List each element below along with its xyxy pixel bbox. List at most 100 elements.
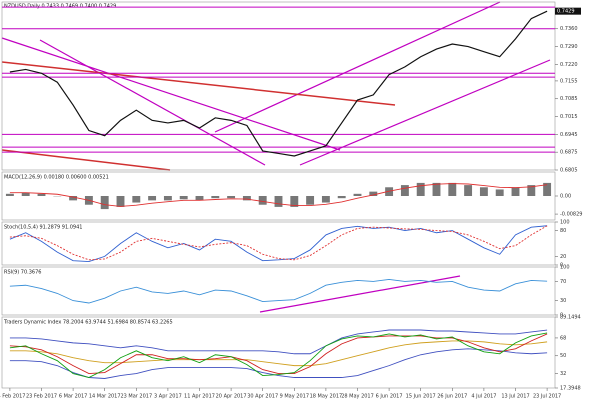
y-tick-label: 0.7360 [560,26,578,32]
series-line [9,332,548,378]
histogram-bar [5,193,14,196]
trend-line [214,1,501,133]
trend-line [1,149,171,171]
x-tick-label: 15 Jun 2017 [406,394,436,400]
y-tick-label: 20 [560,254,566,260]
histogram-bar [37,193,46,196]
x-tick-label: 4 Jul 2017 [471,394,496,400]
series-line [9,279,548,304]
series-line [9,183,548,207]
y-tick-label: 0.7085 [560,96,578,102]
series-line [9,329,548,355]
y-tick-label: 50 [560,353,566,359]
histogram-bar [116,196,125,207]
panel-title: MACD(12,26,9) 0.00180 0.00600 0.00521 [4,175,109,181]
histogram-bar [179,196,188,200]
y-tick-label: -0.00829 [560,212,582,218]
histogram-bar [274,196,283,207]
last-price-label: 0.7429 [557,9,575,15]
x-tick-label: 23 Feb 2017 [26,394,57,400]
series-line [9,225,548,261]
trend-line [259,275,461,313]
x-tick-label: 26 Jun 2017 [437,394,467,400]
x-tick-label: 3 Apr 2017 [154,394,182,400]
series-line [9,10,548,157]
chart-title: NZDUSD,Daily 0.7433 0.7469 0.7400 0.7429 [4,4,116,10]
x-tick-label: 14 Feb 2017 [0,394,25,400]
last-price-box [555,7,581,15]
histogram-bar [369,191,378,196]
y-tick-label: 0.6945 [560,132,578,138]
histogram-bar [416,182,425,196]
histogram-bar [543,182,552,196]
histogram-bar [353,193,362,196]
panel-title: Traders Dynamic Index 78.2004 63.9744 51… [3,320,173,326]
series-line [9,225,548,263]
histogram-bar [464,185,473,196]
histogram-bar [321,196,330,203]
panel-title: RSI(9) 70.3676 [4,270,41,276]
y-tick-label: 0 [560,313,563,319]
y-tick-label: 0 [560,263,563,269]
panel-title: Stoch(10,5,4) 91.2879 91.0941 [4,225,82,231]
panel-frame [1,1,556,171]
histogram-bar [148,196,157,201]
x-tick-label: 18 May 2017 [310,394,343,400]
y-tick-label: 32 [560,371,566,377]
histogram-bar [400,185,409,196]
y-tick-label: 0.7220 [560,62,578,68]
histogram-bar [163,196,172,201]
y-tick-label: 68 [560,335,566,341]
y-tick-label: 89.1494 [560,315,581,321]
y-tick-label: 0.7015 [560,114,578,120]
histogram-bar [306,196,315,205]
histogram-bar [195,196,204,201]
series-line [9,348,548,379]
y-tick-label: 0.6875 [560,150,578,156]
y-tick-label: 17.3948 [560,386,581,392]
histogram-bar [511,187,520,196]
x-tick-label: 6 Mar 2017 [59,394,88,400]
x-tick-label: 9 May 2017 [280,394,309,400]
x-tick-label: 23 Mar 2017 [120,394,152,400]
histogram-bar [21,192,30,196]
y-tick-label: 30 [560,298,566,304]
histogram-bar [290,196,299,207]
trend-line [1,37,341,151]
y-tick-label: 100 [560,220,570,226]
histogram-bar [527,185,536,196]
trend-line [1,61,396,106]
histogram-bar [100,196,109,210]
y-tick-label: 0.7155 [560,78,578,84]
y-tick-label: 0.00 [560,194,571,200]
y-tick-label: 100 [560,265,570,271]
x-tick-label: 20 Apr 2017 [216,394,247,400]
histogram-bar [448,182,457,196]
series-line [9,340,548,367]
histogram-bar [242,196,251,201]
histogram-bar [132,196,141,203]
histogram-bar [227,196,236,199]
x-tick-label: 11 Apr 2017 [184,394,215,400]
trend-line [39,39,266,166]
x-tick-label: 6 Jun 2017 [376,394,403,400]
panel-frame [1,316,556,389]
series-line [9,333,548,375]
x-tick-label: 28 May 2017 [341,394,374,400]
y-tick-label: 0.7290 [560,44,578,50]
histogram-bar [258,196,267,205]
x-tick-label: 14 Mar 2017 [89,394,121,400]
y-tick-label: 0.6805 [560,168,578,174]
panel-frame [1,221,556,266]
histogram-bar [337,196,346,199]
histogram-bar [211,196,220,199]
panel-frame [1,266,556,316]
histogram-bar [69,196,78,201]
y-tick-label: 70 [560,279,566,285]
histogram-bar [495,189,504,196]
histogram-bar [479,187,488,196]
histogram-bar [432,182,441,196]
x-tick-label: 23 Jul 2017 [533,394,561,400]
y-tick-label: 80 [560,228,566,234]
